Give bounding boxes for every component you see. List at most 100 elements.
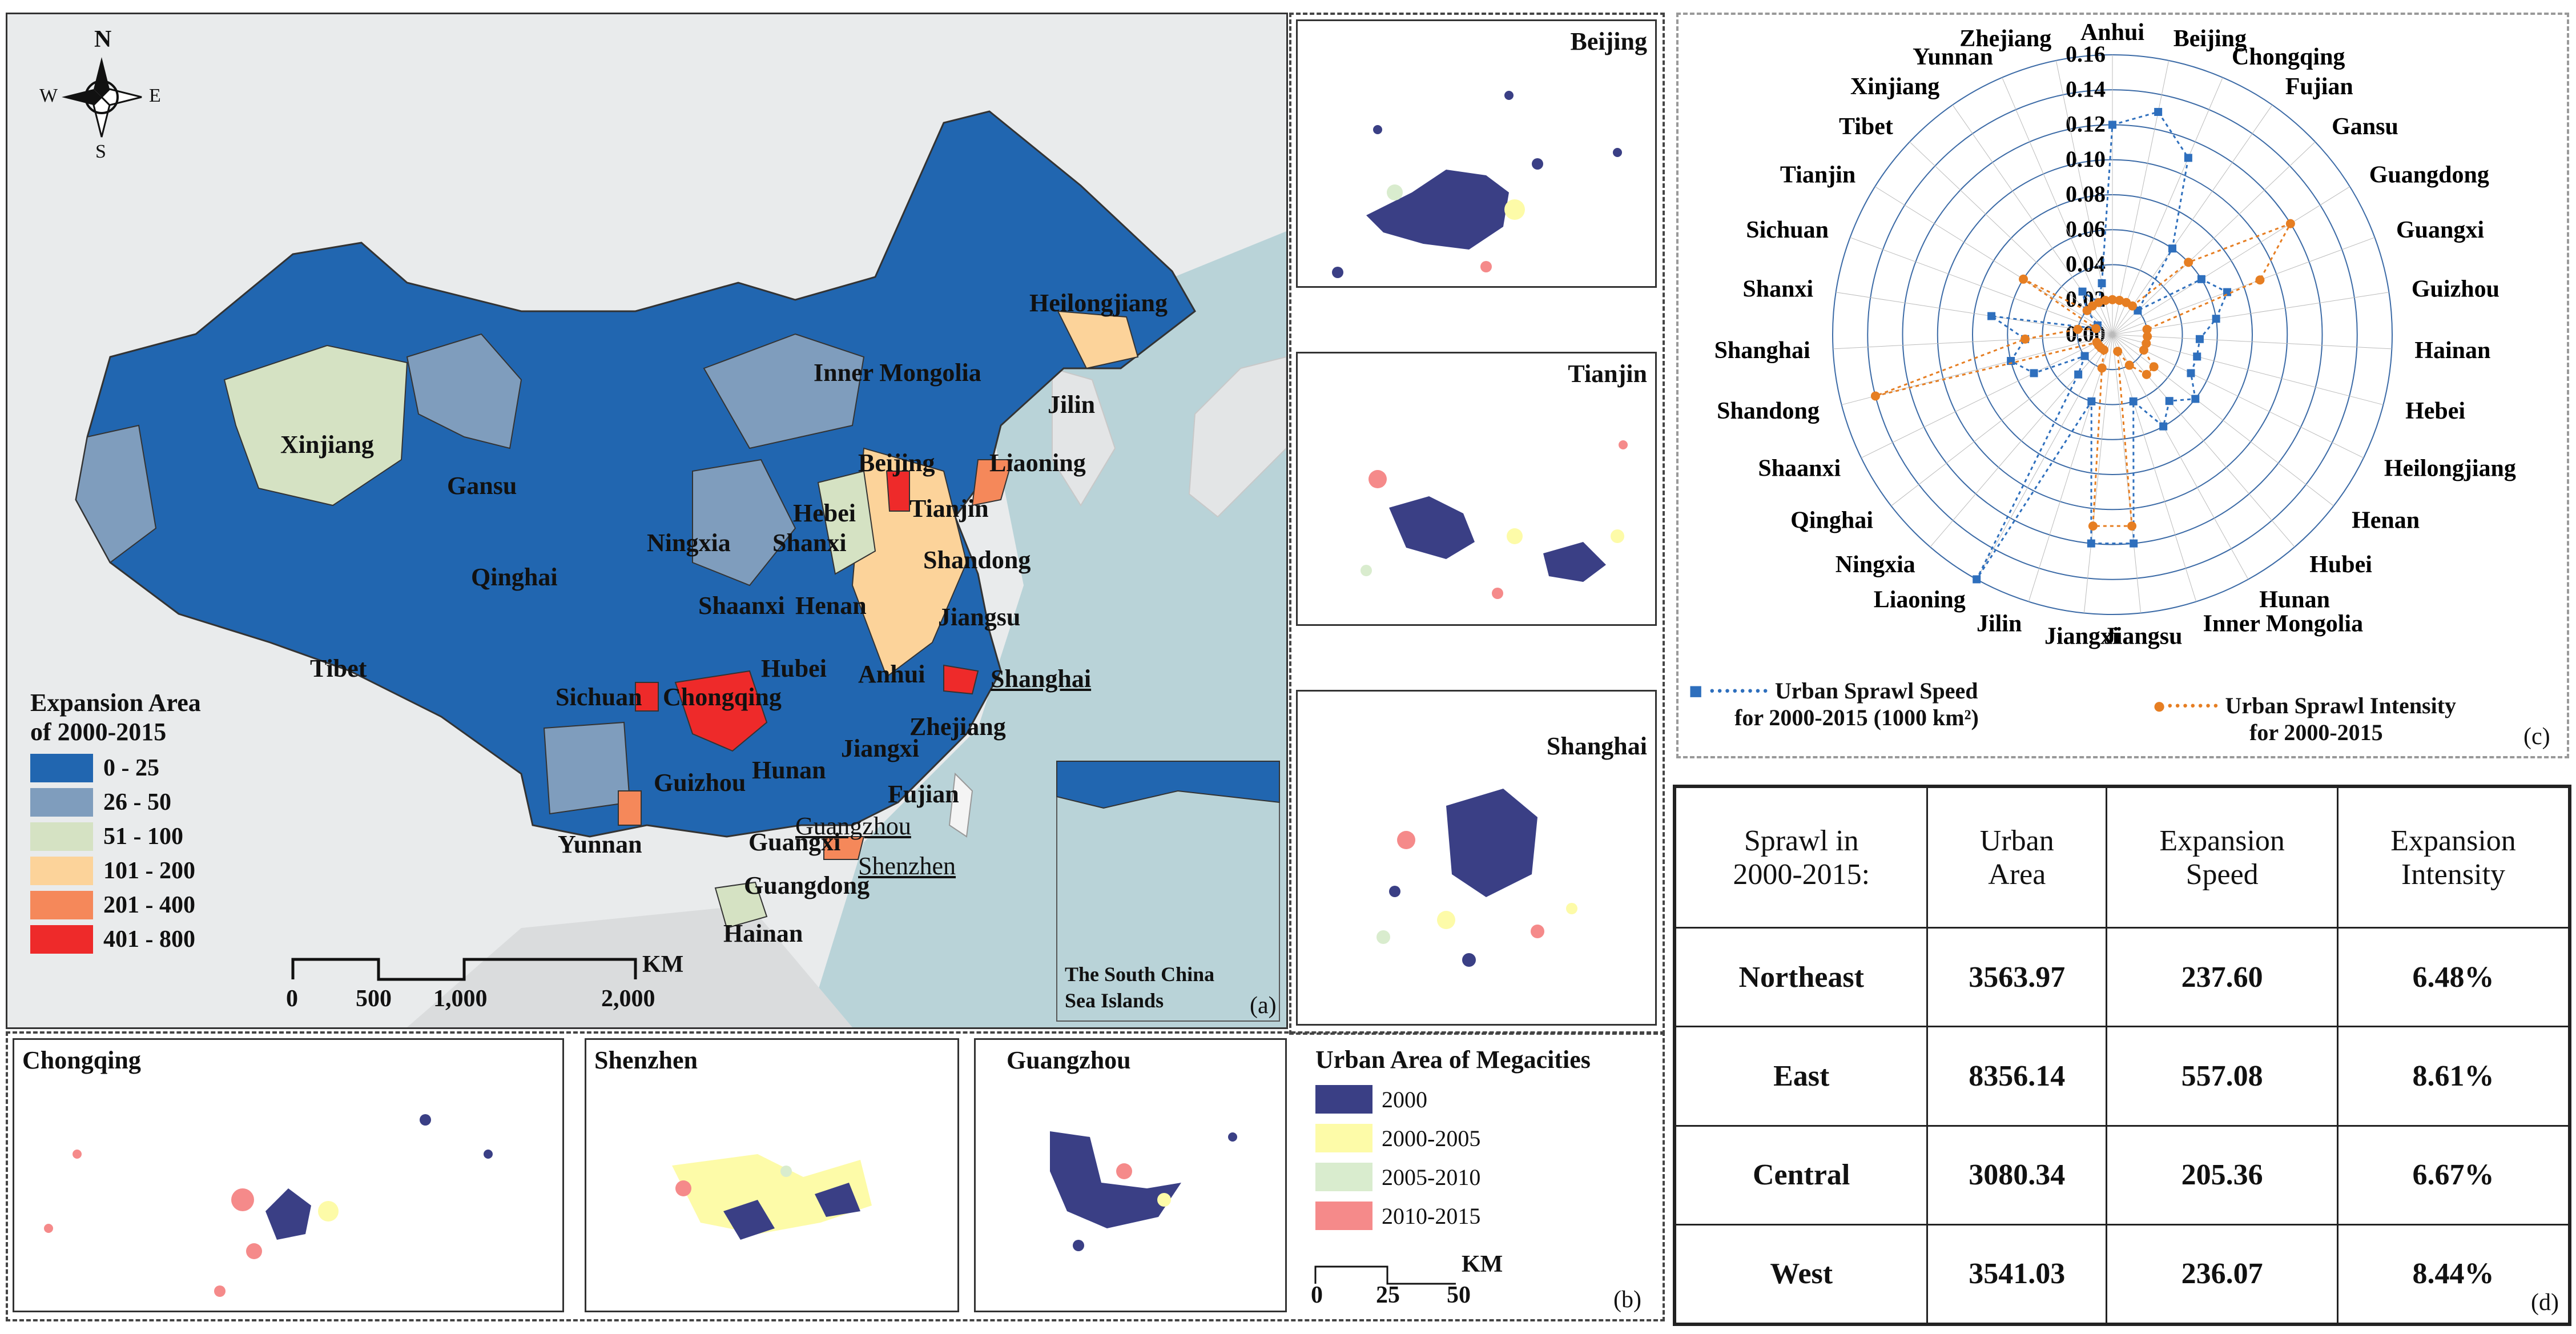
- legend-label: 2010-2015: [1382, 1203, 1481, 1229]
- scale-tick: 50: [1447, 1282, 1471, 1308]
- north-plain-green: [817, 470, 876, 575]
- province-label: Shandong: [923, 546, 1031, 574]
- city-footprint: [1361, 440, 1628, 599]
- legend-item: 201 - 400: [30, 888, 201, 922]
- province-label: Tianjin: [909, 495, 989, 523]
- radar-point-speed: [2154, 108, 2163, 116]
- province-label: Guangxi: [748, 828, 841, 856]
- liaoning-orange: [971, 459, 1013, 507]
- radar-spoke: [2028, 334, 2113, 602]
- radar-spoke: [2112, 105, 2273, 335]
- province-label: Jilin: [1048, 391, 1096, 419]
- province-label: Anhui: [858, 660, 925, 688]
- map-legend-title-1: Expansion Area: [30, 689, 201, 717]
- radar-point-intensity: [2184, 258, 2193, 267]
- value-cell: 205.36: [2106, 1124, 2339, 1225]
- value-cell: 3080.34: [1926, 1124, 2108, 1225]
- radar-point-intensity: [2139, 345, 2148, 355]
- legend-label: 201 - 400: [103, 892, 195, 918]
- radar-category-label: Hebei: [2405, 398, 2465, 424]
- radar-spoke: [2112, 334, 2249, 580]
- yunnan-orange: [618, 790, 642, 826]
- province-label: Jiangxi: [841, 734, 919, 762]
- value-cell: 8.44%: [2337, 1223, 2570, 1325]
- radar-category-label: Guangdong: [2369, 162, 2489, 188]
- radar-spoke: [1836, 292, 2113, 335]
- compass-w: W: [39, 85, 58, 106]
- compass-n: N: [94, 26, 112, 53]
- radar-category-label: Henan: [2352, 507, 2420, 533]
- radar-point-intensity: [2019, 274, 2028, 284]
- radar-point-speed: [1973, 575, 1981, 584]
- scale-unit: KM: [1462, 1251, 1503, 1277]
- scale-tick: 1,000: [433, 986, 488, 1012]
- radar-point-intensity: [2113, 347, 2123, 356]
- radar-category-label: Jiangsu: [2104, 623, 2183, 649]
- legend-item: 2000-2005: [1315, 1119, 1591, 1158]
- city-footprint: [672, 1154, 872, 1240]
- radar-point-speed: [2098, 279, 2106, 288]
- radar-category-label: Chongqing: [2232, 44, 2345, 70]
- radar-point-intensity: [2108, 295, 2117, 304]
- radar-point-intensity: [2149, 362, 2159, 372]
- east-coast-yellow: [851, 447, 968, 678]
- inset-label-2: Sea Islands: [1065, 989, 1164, 1012]
- radar-point-speed: [2087, 397, 2096, 405]
- map-legend-title-2: of 2000-2015: [30, 718, 167, 746]
- taiwan-island: [948, 772, 973, 838]
- radar-point-intensity: [2092, 337, 2102, 347]
- radar-point-speed: [2191, 395, 2200, 403]
- legend-swatch: [30, 788, 93, 817]
- radar-point-speed: [2184, 154, 2192, 162]
- radar-spoke: [1976, 334, 2113, 580]
- header-cell: Sprawl in 2000-2015:: [1674, 786, 1929, 929]
- radar-spoke: [2112, 334, 2334, 507]
- map-canvas: [62, 57, 1286, 1027]
- province-label: Hubei: [761, 654, 827, 682]
- scale-tick: 2,000: [601, 986, 655, 1012]
- shenzhen-orange: [823, 836, 865, 860]
- value-cell: 8.61%: [2337, 1026, 2570, 1127]
- radar-point-speed: [2165, 397, 2174, 405]
- panel-d-tag: (d): [2531, 1289, 2559, 1316]
- heilongjiang-yellow: [1057, 310, 1139, 369]
- radar-point-intensity: [1870, 391, 1880, 401]
- legend-item: 51 - 100: [30, 819, 201, 854]
- city-title: Shanghai: [1546, 732, 1647, 760]
- legend-item: 2010-2015: [1315, 1196, 1591, 1235]
- header-cell: Urban Area: [1926, 786, 2108, 929]
- province-label: Tibet: [310, 654, 367, 682]
- radar-category-label: Shanxi: [1742, 276, 1813, 303]
- radar-legend-intensity: ●······· Urban Sprawl Intensity for 2000…: [2152, 692, 2456, 746]
- radar-point-speed: [1987, 312, 1996, 320]
- compass-e: E: [149, 85, 161, 106]
- region-cell: East: [1674, 1026, 1929, 1127]
- inset-land: [1056, 761, 1280, 809]
- legend-swatch: [1315, 1124, 1372, 1152]
- radar-spoke: [2083, 334, 2113, 613]
- city-title: Beijing: [1570, 27, 1647, 55]
- radar-point-speed: [2212, 315, 2220, 323]
- radar-category-label: Inner Mongolia: [2203, 611, 2363, 637]
- panel-b-megacities-frame-right: [1289, 13, 1665, 1035]
- radar-point-intensity: [2073, 324, 2083, 334]
- legend-swatch: [30, 857, 93, 885]
- province-label: Hebei: [793, 499, 856, 527]
- city-footprint: [1050, 1131, 1237, 1251]
- province-label: Shanxi: [772, 529, 847, 557]
- radar-point-speed: [2130, 539, 2138, 548]
- radar-point-speed: [2108, 120, 2116, 129]
- radar-category-label: Tianjin: [1780, 162, 1855, 188]
- province-label: Shaanxi: [698, 592, 785, 620]
- city-footprint: [1332, 91, 1622, 278]
- legend-swatch: [30, 891, 93, 919]
- province-label: Hunan: [752, 756, 826, 784]
- city-title: Shenzhen: [594, 1046, 698, 1074]
- legend-label: 101 - 200: [103, 858, 195, 884]
- japan-land: [1188, 356, 1286, 518]
- legend-swatch: [30, 754, 93, 782]
- radar-category-label: Jiangxi: [2044, 623, 2119, 649]
- radar-spoke: [1891, 334, 2113, 507]
- radar-category-label: Heilongjiang: [2384, 455, 2516, 481]
- panel-b-megacities-frame-bottom: [6, 1031, 1665, 1321]
